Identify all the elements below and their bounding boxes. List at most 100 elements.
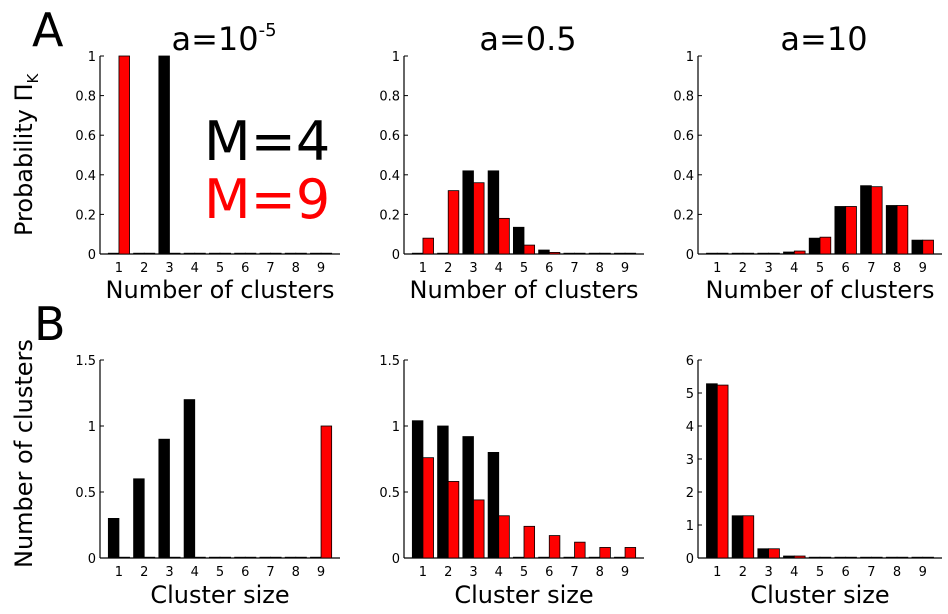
bar-m4 xyxy=(234,252,246,255)
bar-m9 xyxy=(143,252,156,255)
legend-m4: M=4 xyxy=(204,110,330,173)
x-tick-label: 9 xyxy=(621,565,629,580)
y-tick-label: 2 xyxy=(686,486,694,501)
y-tick-label: 1 xyxy=(686,50,694,65)
x-tick-label: 7 xyxy=(867,261,875,276)
x-tick-label: 7 xyxy=(266,261,274,276)
x-tick-label: 9 xyxy=(317,261,325,276)
bar-m4 xyxy=(437,252,449,255)
bar-m4 xyxy=(731,515,744,559)
bar-m9 xyxy=(896,205,909,255)
bar-m9 xyxy=(295,252,307,255)
panel-title: a=10-5 xyxy=(171,20,276,58)
bar-m4 xyxy=(208,252,221,255)
bar-m4 xyxy=(183,399,196,559)
x-axis-label: Number of clusters xyxy=(106,276,335,304)
bar-m9 xyxy=(194,252,206,255)
bar-m9 xyxy=(498,217,510,255)
bar-m9 xyxy=(523,244,536,255)
bar-m9 xyxy=(922,556,934,559)
bar-m4 xyxy=(834,206,847,255)
bar-m4 xyxy=(512,556,525,559)
x-tick-label: 6 xyxy=(545,565,553,580)
x-tick-label: 4 xyxy=(191,261,199,276)
x-tick-label: 1 xyxy=(419,565,427,580)
bar-m4 xyxy=(911,239,924,255)
x-tick-label: 1 xyxy=(713,261,721,276)
y-tick-label: 1 xyxy=(88,50,96,65)
x-tick-label: 8 xyxy=(292,565,300,580)
bar-m9 xyxy=(599,252,611,255)
x-tick-label: 2 xyxy=(140,261,148,276)
bar-m9 xyxy=(270,556,282,559)
bar-m9 xyxy=(768,548,780,559)
x-tick-label: 4 xyxy=(790,565,798,580)
panel-title: a=10 xyxy=(780,20,867,58)
y-tick-label: 0.2 xyxy=(673,208,694,223)
bar-m9 xyxy=(742,515,755,559)
x-tick-label: 5 xyxy=(816,261,824,276)
x-tick-label: 4 xyxy=(790,261,798,276)
bar-m4 xyxy=(158,55,170,255)
x-tick-label: 1 xyxy=(713,565,721,580)
x-tick-label: 2 xyxy=(444,261,452,276)
y-tick-label: 5 xyxy=(686,387,694,402)
x-tick-label: 2 xyxy=(140,565,148,580)
row-a-ylabel: Probability ΠK xyxy=(10,72,42,236)
y-tick-label: 0.5 xyxy=(379,486,400,501)
bar-m9 xyxy=(219,252,232,255)
y-tick-label: 0.6 xyxy=(673,129,694,144)
x-tick-label: 6 xyxy=(241,261,249,276)
bar-m9 xyxy=(447,190,460,255)
y-tick-label: 0.8 xyxy=(673,90,694,105)
bar-m9 xyxy=(422,237,434,255)
bar-m4 xyxy=(512,226,525,255)
y-tick-label: 0.5 xyxy=(75,486,96,501)
bar-m9 xyxy=(574,541,586,559)
bar-m9 xyxy=(219,556,232,559)
bar-m9 xyxy=(819,236,832,255)
bar-m4 xyxy=(563,556,575,559)
y-tick-label: 0.2 xyxy=(379,208,400,223)
x-tick-label: 3 xyxy=(165,261,173,276)
x-tick-label: 8 xyxy=(596,261,604,276)
bar-m9 xyxy=(768,252,780,255)
bar-m4 xyxy=(860,185,872,255)
x-tick-label: 3 xyxy=(469,565,477,580)
row-b-ylabel: Number of clusters xyxy=(10,339,38,568)
bar-m9 xyxy=(548,535,561,559)
bar-m9 xyxy=(447,481,460,559)
bar-m4 xyxy=(808,556,821,559)
bar-m4 xyxy=(208,556,221,559)
x-axis-label: Cluster size xyxy=(150,581,289,609)
bar-m4 xyxy=(588,252,601,255)
x-axis-label: Number of clusters xyxy=(706,276,935,304)
bar-m9 xyxy=(742,252,755,255)
bar-m4 xyxy=(234,556,246,559)
bar-m4 xyxy=(259,556,271,559)
bar-m9 xyxy=(295,556,307,559)
y-tick-label: 1 xyxy=(686,519,694,534)
x-tick-label: 6 xyxy=(545,261,553,276)
bar-m4 xyxy=(310,252,322,255)
y-tick-label: 0 xyxy=(686,552,694,567)
x-tick-label: 8 xyxy=(893,565,901,580)
y-tick-label: 0.4 xyxy=(75,169,96,184)
x-axis-label: Cluster size xyxy=(454,581,593,609)
bar-m4 xyxy=(133,478,145,559)
chart-panel-5: 0 0.5 1 1.5 1 2 3 4 5 6 7 8 9 Cluster size xyxy=(379,354,644,609)
bar-m9 xyxy=(244,556,257,559)
x-axis-label: Cluster size xyxy=(750,581,889,609)
row-a-ylabel-subscript: K xyxy=(24,72,42,83)
bar-m4 xyxy=(411,420,424,559)
bar-m9 xyxy=(793,555,806,559)
x-tick-label: 6 xyxy=(842,261,850,276)
bar-m4 xyxy=(911,556,924,559)
bar-m4 xyxy=(614,252,626,255)
x-tick-label: 5 xyxy=(216,261,224,276)
chart-panel-4: 0 0.5 1 1.5 1 2 3 4 5 6 7 8 9 Cluster size xyxy=(75,354,340,609)
